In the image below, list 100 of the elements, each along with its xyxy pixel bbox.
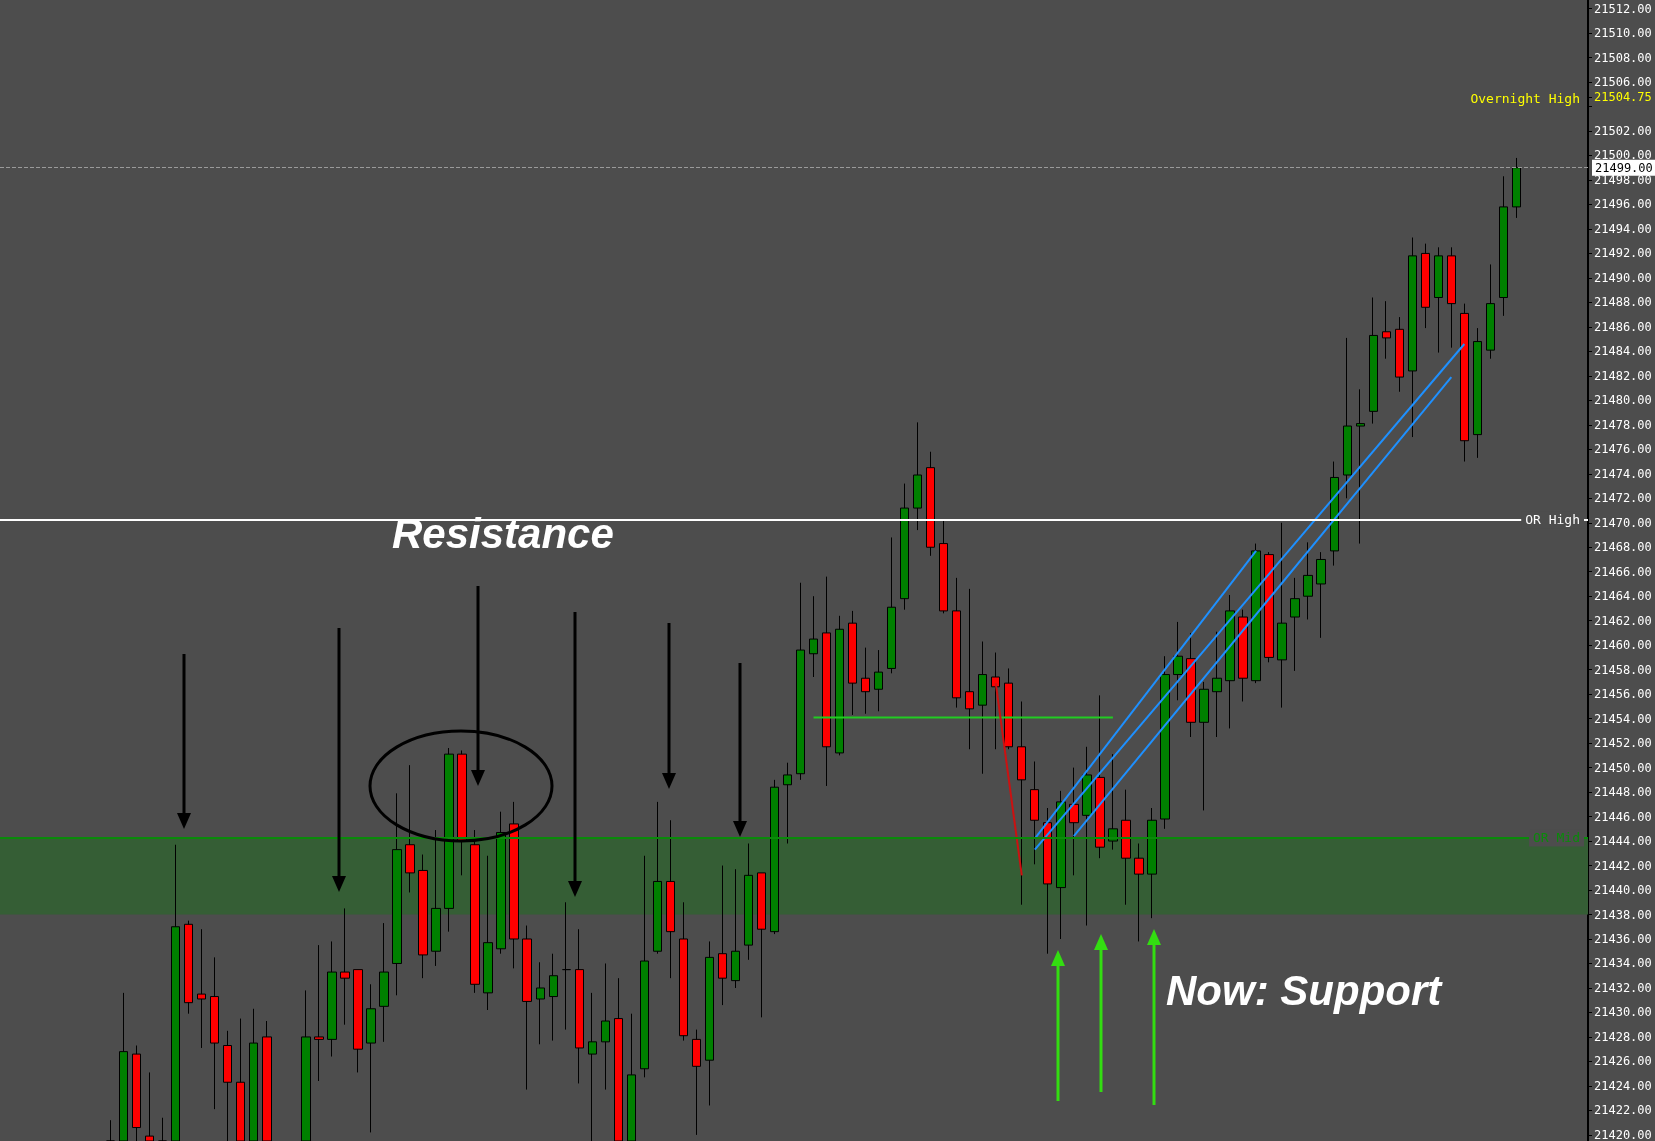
candlestick: [405, 764, 415, 893]
y-tick-label: 21436.00: [1594, 932, 1652, 946]
candlestick: [1434, 246, 1443, 354]
candlestick: [1238, 609, 1248, 702]
candlestick: [640, 855, 649, 1078]
y-tick-label: 21460.00: [1594, 638, 1652, 653]
candlestick: [1030, 760, 1039, 865]
y-tick-label: 21510.00: [1594, 26, 1652, 41]
candlestick: [939, 519, 948, 614]
ref-line-label: OR Mid: [1533, 830, 1580, 846]
candlestick: [1173, 621, 1183, 701]
candlestick: [1460, 303, 1469, 463]
candlestick: [614, 977, 623, 1141]
candlestick: [1043, 807, 1052, 955]
candlestick: [1121, 789, 1131, 906]
candlestick: [835, 615, 844, 756]
y-tick-label: 21508.00: [1594, 50, 1652, 65]
candlestick: [301, 989, 311, 1141]
candlestick: [536, 961, 545, 1045]
candlestick: [457, 749, 467, 876]
candlestick: [1382, 300, 1391, 360]
y-tick-label: 21466.00: [1594, 564, 1652, 579]
candlestick: [549, 953, 558, 1042]
y-tick-label: 21434.00: [1594, 956, 1652, 971]
candlestick: [1160, 655, 1170, 830]
candlestick: [1499, 175, 1508, 317]
candlestick: [952, 577, 961, 709]
candlestick: [1486, 263, 1495, 360]
y-tick-label: 21420.00: [1594, 1127, 1652, 1141]
y-tick-label: 21444.00: [1594, 834, 1652, 849]
y-tick-label: 21484.00: [1594, 344, 1652, 359]
candlestick: [1134, 843, 1144, 942]
candlestick: [1290, 577, 1300, 672]
candlestick: [991, 652, 1000, 750]
candlestick: [1017, 700, 1026, 906]
y-tick-label: 21464.00: [1594, 589, 1652, 604]
candlestick: [757, 872, 766, 1018]
candlestick: [705, 940, 714, 1106]
candlestick: [1277, 522, 1287, 709]
y-tick-label: 21512.00: [1594, 1, 1652, 16]
y-tick-label: 21452.00: [1594, 736, 1652, 751]
y-tick-label: 21486.00: [1594, 319, 1652, 334]
candlestick: [509, 801, 519, 969]
candlestick: [1447, 246, 1456, 349]
candlestick: [731, 868, 740, 989]
candlestick: [978, 641, 987, 775]
candlestick: [314, 944, 324, 1082]
ref-line-label: 21499.00: [1595, 160, 1653, 175]
candlestick: [913, 421, 922, 531]
candlestick: [366, 983, 376, 1133]
y-tick-label: 21446.00: [1594, 809, 1652, 824]
y-tick-label: 21502.00: [1594, 123, 1652, 138]
candlestick: [1369, 296, 1378, 425]
candlestick: [145, 1071, 154, 1141]
candlestick: [796, 582, 805, 781]
y-tick-label: 21500.00: [1594, 148, 1652, 163]
candlestick: [249, 1008, 258, 1141]
candlestick: [1395, 316, 1404, 393]
y-tick-label: 21504.75: [1594, 90, 1652, 105]
y-tick-label: 21498.00: [1594, 172, 1652, 187]
candlestick: [158, 1117, 167, 1141]
candlestick: [1330, 461, 1339, 567]
candlestick: [1199, 681, 1209, 811]
y-tick-label: 21422.00: [1594, 1103, 1652, 1118]
annotation: Resistance: [392, 509, 614, 557]
candlestick: [562, 901, 571, 1031]
candlestick: [223, 1030, 232, 1141]
candlestick: [106, 1119, 115, 1141]
y-tick-label: 21450.00: [1594, 760, 1652, 775]
candlestick: [1186, 632, 1196, 738]
candlestick: [718, 865, 727, 1006]
candlestick: [431, 829, 441, 967]
candlestick: [926, 451, 935, 557]
y-tick-label: 21426.00: [1594, 1054, 1652, 1069]
candlestick: [470, 829, 480, 994]
candlestick: [340, 907, 350, 1026]
candlestick: [1316, 551, 1326, 639]
candlestick: [1303, 541, 1313, 620]
y-tick-label: 21442.00: [1594, 858, 1652, 873]
candlestick: [132, 1045, 141, 1141]
candlestick: [119, 992, 128, 1141]
candlestick: [327, 940, 337, 1058]
y-tick-label: 21438.00: [1594, 907, 1652, 922]
y-tick-label: 21506.00: [1594, 75, 1652, 90]
candlestick: [1251, 543, 1261, 684]
candlestick: [184, 920, 193, 1015]
candlestick: [575, 928, 584, 1084]
candlestick: [1343, 337, 1352, 499]
candlestick: [874, 649, 883, 712]
annotation: Now: Support: [1166, 966, 1444, 1014]
candlestick: [522, 925, 532, 1091]
y-tick-label: 21440.00: [1594, 883, 1652, 898]
candlestick: [1408, 237, 1417, 438]
candlestick: [1473, 327, 1482, 459]
y-tick-label: 21482.00: [1594, 368, 1652, 383]
candlestick: [1004, 667, 1013, 750]
y-tick-label: 21454.00: [1594, 711, 1652, 726]
candlestick: [418, 854, 428, 979]
candlestick: [601, 962, 610, 1091]
candlestick: [1264, 551, 1274, 663]
